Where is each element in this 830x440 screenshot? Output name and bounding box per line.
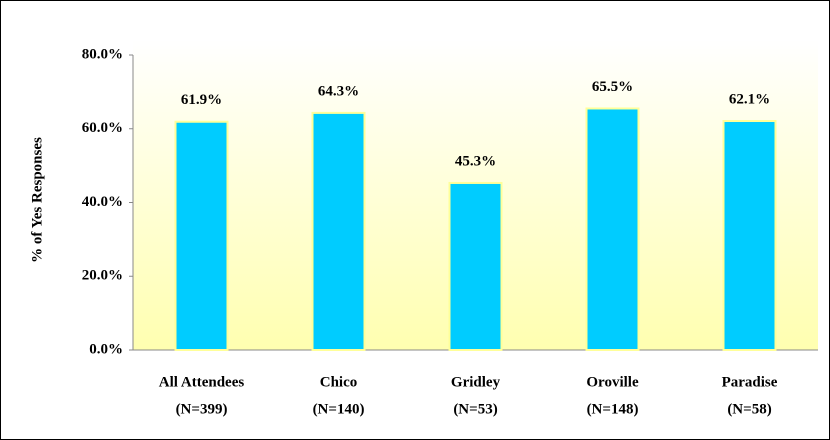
bar	[448, 181, 503, 351]
y-tick-label: 80.0%	[82, 46, 123, 62]
x-tick-count: (N=148)	[587, 401, 639, 417]
x-tick-count: (N=58)	[727, 401, 771, 417]
x-tick-count: (N=140)	[313, 401, 365, 417]
x-tick-count: (N=399)	[176, 401, 228, 417]
y-tick-label: 60.0%	[82, 120, 123, 136]
y-axis-label: % of Yes Responses	[29, 137, 45, 263]
data-label: 62.1%	[729, 91, 770, 107]
y-tick-label: 40.0%	[82, 194, 123, 210]
data-label: 45.3%	[455, 153, 496, 169]
x-tick-label: Chico	[320, 374, 358, 390]
x-tick-count: (N=53)	[453, 401, 497, 417]
bar	[722, 120, 777, 351]
data-label: 61.9%	[181, 92, 222, 108]
x-tick-label: Paradise	[722, 374, 778, 390]
data-label: 65.5%	[592, 79, 633, 95]
data-label: 64.3%	[318, 83, 359, 99]
bar	[585, 107, 640, 351]
bar	[311, 111, 366, 351]
x-tick-label: Oroville	[586, 374, 639, 390]
bar	[174, 120, 229, 352]
y-tick-label: 0.0%	[89, 341, 123, 357]
x-tick-label: All Attendees	[159, 374, 245, 390]
y-tick-label: 20.0%	[82, 268, 123, 284]
x-tick-label: Gridley	[451, 374, 501, 390]
